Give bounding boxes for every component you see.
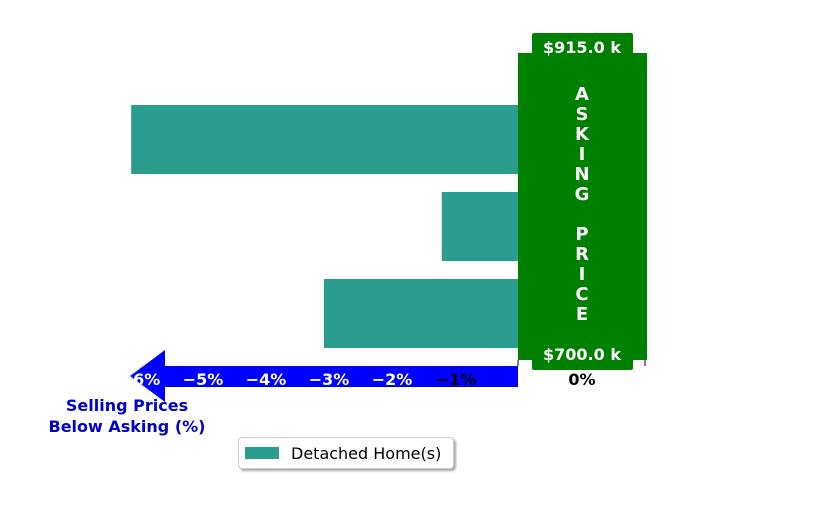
- x-tick-label: −2%: [372, 370, 413, 389]
- legend: Detached Home(s): [238, 437, 454, 469]
- top-price-box: [532, 33, 633, 61]
- band-letter: A: [575, 84, 589, 105]
- bar: [323, 279, 518, 348]
- x-tick-label: −4%: [246, 370, 287, 389]
- x-tick-label: −6%: [120, 370, 161, 389]
- x-tick-label: 0%: [568, 370, 595, 389]
- bars-group: [131, 105, 518, 348]
- band-letter: I: [579, 144, 586, 165]
- band-letter: G: [575, 184, 590, 205]
- below-asking-arrow: [130, 350, 518, 402]
- x-tick-label: −3%: [309, 370, 350, 389]
- bottom-price-box: [532, 342, 633, 370]
- legend-label: Detached Home(s): [291, 443, 442, 463]
- arrow-shape: [130, 350, 518, 402]
- band-letter: C: [575, 284, 588, 305]
- band-rect: [518, 53, 647, 360]
- bar: [131, 105, 518, 174]
- top-price-label: $915.0 k: [543, 38, 621, 57]
- band-letter: P: [575, 224, 588, 245]
- band-letter: I: [579, 264, 586, 285]
- x-axis-label: Selling Prices Below Asking (%): [49, 396, 206, 436]
- band-letter: N: [574, 164, 589, 185]
- x-axis-label-line: Below Asking (%): [49, 417, 206, 436]
- band-letter: S: [576, 104, 589, 125]
- band-letter: K: [575, 124, 590, 145]
- band-letter: E: [576, 304, 588, 325]
- x-axis-ticks: −6% −5% −4% −3% −2% −1% 0%: [120, 360, 646, 389]
- band-letter: R: [575, 244, 589, 265]
- x-tick-label: −5%: [183, 370, 224, 389]
- x-axis-label-line: Selling Prices: [66, 396, 188, 415]
- x-tick-label: −1%: [436, 370, 477, 389]
- bar: [441, 192, 518, 261]
- legend-swatch: [245, 447, 279, 459]
- bottom-price-label: $700.0 k: [543, 345, 621, 364]
